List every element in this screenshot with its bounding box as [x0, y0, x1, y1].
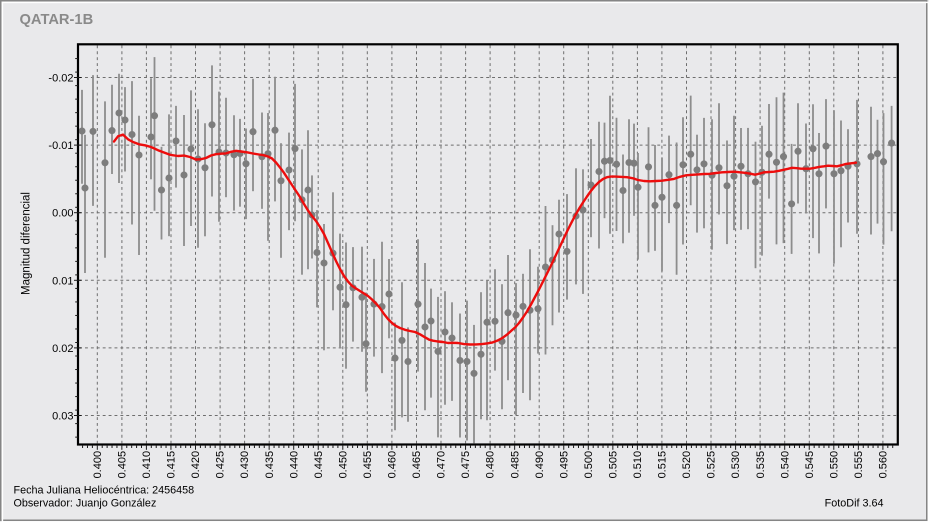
svg-text:Observador: Juanjo González: Observador: Juanjo González — [14, 498, 157, 510]
svg-text:0.410: 0.410 — [141, 451, 153, 479]
svg-text:0.555: 0.555 — [853, 451, 865, 479]
svg-text:0.480: 0.480 — [485, 451, 497, 479]
svg-text:0.455: 0.455 — [362, 451, 374, 479]
svg-text:0.425: 0.425 — [215, 451, 227, 479]
svg-text:0.490: 0.490 — [534, 451, 546, 479]
svg-text:0.00: 0.00 — [52, 208, 73, 220]
svg-text:0.495: 0.495 — [558, 451, 570, 479]
svg-text:0.460: 0.460 — [387, 451, 399, 479]
svg-text:0.500: 0.500 — [583, 451, 595, 479]
svg-text:Fecha Juliana Heliocéntrica: 2: Fecha Juliana Heliocéntrica: 2456458 — [14, 484, 195, 496]
svg-text:0.01: 0.01 — [52, 275, 73, 287]
svg-text:0.545: 0.545 — [804, 451, 816, 479]
svg-text:0.535: 0.535 — [755, 451, 767, 479]
svg-text:0.405: 0.405 — [117, 451, 129, 479]
svg-text:0.515: 0.515 — [657, 451, 669, 479]
svg-text:0.03: 0.03 — [52, 411, 73, 423]
svg-text:-0.02: -0.02 — [48, 73, 73, 85]
svg-text:0.445: 0.445 — [313, 451, 325, 479]
svg-text:0.440: 0.440 — [288, 451, 300, 479]
svg-text:0.540: 0.540 — [779, 451, 791, 479]
svg-text:0.470: 0.470 — [436, 451, 448, 479]
svg-text:0.520: 0.520 — [681, 451, 693, 479]
svg-text:0.435: 0.435 — [264, 451, 276, 479]
svg-text:0.525: 0.525 — [706, 451, 718, 479]
svg-text:0.475: 0.475 — [460, 451, 472, 479]
svg-text:0.505: 0.505 — [607, 451, 619, 479]
svg-text:0.420: 0.420 — [190, 451, 202, 479]
svg-text:0.450: 0.450 — [337, 451, 349, 479]
svg-text:0.415: 0.415 — [166, 451, 178, 479]
svg-text:0.02: 0.02 — [52, 343, 73, 355]
svg-text:0.510: 0.510 — [632, 451, 644, 479]
svg-text:-0.01: -0.01 — [48, 140, 73, 152]
svg-text:QATAR-1B: QATAR-1B — [20, 12, 94, 28]
svg-text:0.400: 0.400 — [92, 451, 104, 479]
svg-text:0.485: 0.485 — [509, 451, 521, 479]
svg-text:FotoDif 3.64: FotoDif 3.64 — [825, 498, 884, 510]
svg-text:0.465: 0.465 — [411, 451, 423, 479]
svg-text:0.560: 0.560 — [878, 451, 890, 479]
svg-text:0.550: 0.550 — [828, 451, 840, 479]
svg-text:0.430: 0.430 — [239, 451, 251, 479]
svg-text:Magnitud diferencial: Magnitud diferencial — [21, 192, 33, 295]
svg-text:0.530: 0.530 — [730, 451, 742, 479]
